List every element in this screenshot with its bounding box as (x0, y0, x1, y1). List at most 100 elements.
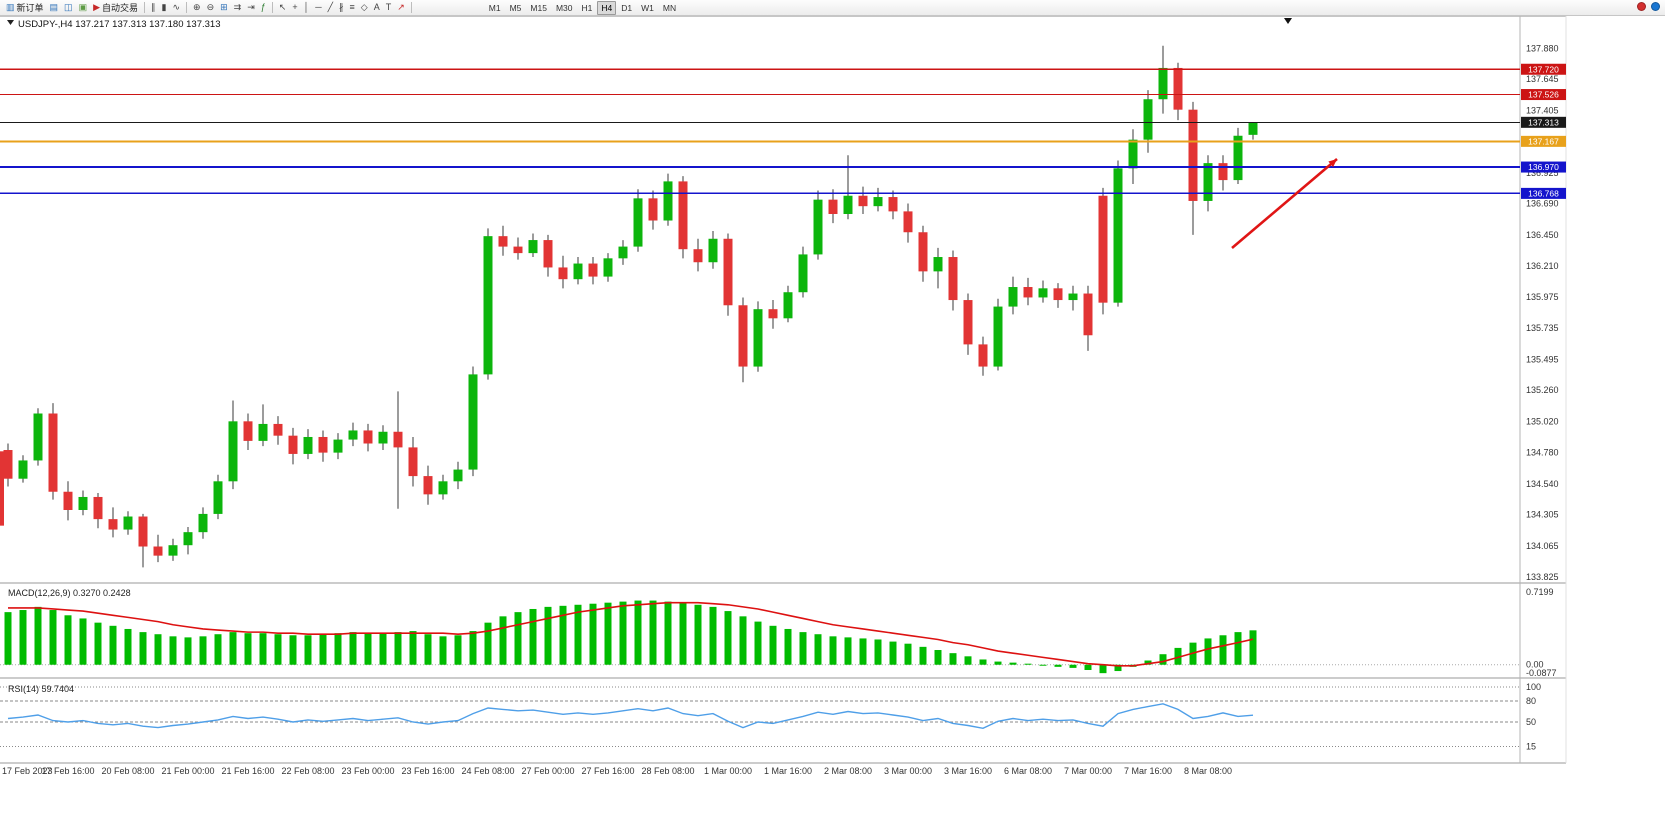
price-tick-label: 136.210 (1526, 261, 1559, 271)
price-tick-label: 134.780 (1526, 448, 1559, 458)
timeframe-button-H4[interactable]: H4 (597, 0, 617, 15)
tile-windows-icon[interactable]: ⊞ (217, 1, 231, 14)
label-icon[interactable]: T (383, 1, 395, 14)
timeframe-button-M15[interactable]: M15 (530, 2, 547, 13)
macd-bar (244, 633, 252, 665)
fibonacci-icon[interactable]: ≡ (347, 1, 358, 14)
data-window-icon[interactable]: ◫ (61, 1, 76, 14)
bear-candle (693, 249, 703, 263)
time-axis-label: 3 Mar 16:00 (944, 766, 992, 776)
timeframe-button-MN[interactable]: MN (662, 2, 677, 13)
timeframe-button-M5[interactable]: M5 (509, 2, 522, 13)
new-order-button-label: 新订单 (16, 3, 44, 13)
text-icon[interactable]: A (371, 1, 383, 14)
zoom-in-icon[interactable]: ⊕ (190, 1, 204, 14)
macd-bar (364, 633, 372, 665)
bar-chart-icon[interactable]: ∥ (148, 1, 159, 14)
macd-bar (1159, 654, 1167, 665)
bull-candle (1248, 122, 1258, 135)
cursor-icon[interactable]: ↖ (276, 1, 290, 14)
bull-candle (438, 481, 448, 495)
toolbar-separator (410, 2, 412, 13)
rsi-label: RSI(14) 59.7404 (8, 684, 74, 694)
timeframe-button-H1[interactable]: H1 (581, 2, 593, 13)
bull-candle (573, 263, 583, 280)
bear-candle (48, 413, 58, 492)
crosshair-icon[interactable]: + (289, 1, 300, 14)
navigator-icon[interactable]: ▣ (76, 1, 91, 14)
timeframe-button-M1[interactable]: M1 (488, 2, 501, 13)
horizontal-line-icon: ─ (315, 2, 322, 12)
zoom-out-icon[interactable]: ⊖ (204, 1, 218, 14)
macd-scale-zero: 0.00 (1526, 660, 1544, 670)
zoom-in-icon: ⊕ (193, 2, 201, 12)
bear-candle (1218, 163, 1228, 181)
bull-candle (843, 195, 853, 214)
candlestick-chart-icon[interactable]: ▮ (159, 1, 170, 14)
vertical-line-icon[interactable]: │ (301, 1, 313, 14)
partial-candle (0, 451, 4, 526)
macd-bar (829, 636, 837, 665)
timeframe-button-M30[interactable]: M30 (555, 2, 573, 13)
macd-histogram (4, 600, 1257, 674)
bear-candle (1053, 288, 1063, 301)
toolbar-separator (144, 2, 146, 13)
price-chart-canvas[interactable]: 137.880137.645137.405137.165136.925136.6… (0, 16, 1665, 833)
autotrade-button-label: 自动交易 (102, 3, 139, 13)
notifications-icon[interactable] (1637, 2, 1646, 11)
bear-candle (318, 436, 328, 453)
time-separator-marker[interactable] (1284, 18, 1292, 24)
macd-bar (1024, 663, 1032, 665)
horizontal-line-icon[interactable]: ─ (312, 1, 324, 14)
macd-bar (814, 634, 822, 665)
bull-candle (1233, 135, 1243, 181)
market-watch-icon[interactable]: ▤ (47, 1, 62, 14)
shapes-icon[interactable]: ◇ (358, 1, 371, 14)
bear-candle (513, 246, 523, 254)
timeframe-button-D1[interactable]: D1 (621, 2, 633, 13)
macd-bar (979, 659, 987, 665)
time-axis-label: 27 Feb 00:00 (521, 766, 574, 776)
autotrade-button[interactable]: ▶ 自动交易 (90, 1, 141, 14)
macd-bar (994, 661, 1002, 665)
arrow-tools-icon[interactable]: ↗ (394, 1, 408, 14)
line-chart-icon[interactable]: ∿ (169, 1, 183, 14)
chart-dropdown-icon[interactable] (7, 20, 14, 25)
rsi-level-label: 100 (1526, 682, 1541, 692)
bull-candle (1068, 293, 1078, 301)
bear-candle (243, 421, 253, 441)
macd-bar (619, 601, 627, 665)
macd-bar (529, 608, 537, 665)
trendline-icon[interactable]: ╱ (325, 1, 336, 14)
price-scale[interactable]: 137.880137.645137.405137.165136.925136.6… (1526, 43, 1559, 582)
channel-icon[interactable]: ∦ (336, 1, 347, 14)
new-order-button[interactable]: ▥ 新订单 (3, 1, 47, 14)
bear-candle (558, 267, 568, 280)
bear-candle (1098, 195, 1108, 303)
time-axis-label: 17 Feb 16:00 (41, 766, 94, 776)
trend-arrow[interactable] (1231, 158, 1338, 249)
bear-candle (1188, 109, 1198, 201)
macd-bar (424, 634, 432, 665)
bear-candle (903, 211, 913, 233)
time-axis-label: 7 Mar 16:00 (1124, 766, 1172, 776)
timeframe-button-W1[interactable]: W1 (641, 2, 654, 13)
indicators-icon[interactable]: ƒ (258, 1, 269, 14)
bear-candle (498, 236, 508, 247)
tile-windows-icon: ⊞ (220, 2, 228, 12)
community-icon[interactable] (1651, 2, 1660, 11)
bull-candle (1113, 168, 1123, 303)
macd-bar (154, 634, 162, 665)
price-badge-label: 137.720 (1528, 64, 1559, 74)
time-axis-label: 28 Feb 08:00 (641, 766, 694, 776)
chart-window[interactable]: 137.880137.645137.405137.165136.925136.6… (0, 16, 1665, 833)
price-tick-label: 137.880 (1526, 43, 1559, 53)
macd-bar (889, 641, 897, 665)
macd-bar (319, 634, 327, 665)
macd-bar (709, 606, 717, 665)
bull-candle (78, 496, 88, 510)
chart-shift-icon[interactable]: ⇥ (244, 1, 258, 14)
auto-scroll-icon[interactable]: ⇉ (231, 1, 245, 14)
chart-ohlc-header: USDJPY-,H4 137.217 137.313 137.180 137.3… (18, 19, 220, 30)
